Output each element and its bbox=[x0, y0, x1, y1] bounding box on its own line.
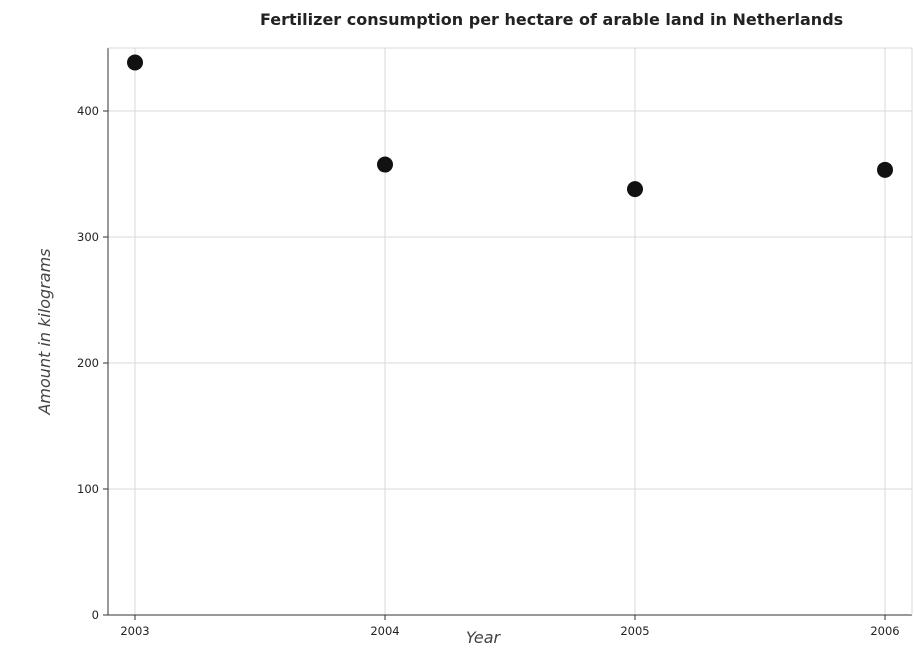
data-point bbox=[127, 54, 143, 71]
x-axis-label: Year bbox=[466, 628, 502, 647]
x-tick-label: 2005 bbox=[620, 624, 649, 638]
y-tick-label: 300 bbox=[77, 230, 99, 244]
data-point bbox=[877, 161, 893, 178]
y-tick-label: 400 bbox=[77, 104, 99, 118]
x-tick-label: 2006 bbox=[870, 624, 899, 638]
y-tick-label: 200 bbox=[77, 356, 99, 370]
chart-title: Fertilizer consumption per hectare of ar… bbox=[260, 10, 843, 29]
y-axis-label: Amount in kilograms bbox=[35, 248, 54, 415]
x-tick-label: 2003 bbox=[120, 624, 149, 638]
y-tick-label: 100 bbox=[77, 482, 99, 496]
y-tick-label: 0 bbox=[92, 608, 99, 622]
data-point bbox=[377, 156, 393, 173]
plot-area: 0 100 200 300 400 2003 2004 2005 2006 bbox=[77, 47, 913, 638]
x-tick-label: 2004 bbox=[370, 624, 399, 638]
data-point bbox=[627, 181, 643, 198]
